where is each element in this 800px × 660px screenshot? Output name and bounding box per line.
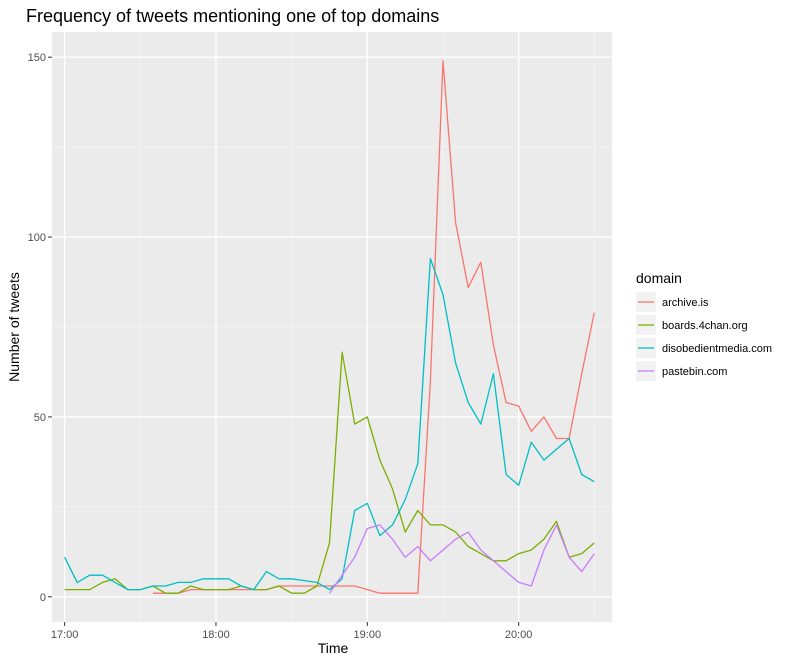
- legend-label: pastebin.com: [662, 366, 727, 378]
- legend-item: disobedientmedia.com: [636, 338, 772, 358]
- series-layer: [64, 60, 595, 594]
- legend-label: boards.4chan.org: [662, 320, 748, 332]
- x-tick-label: 20:00: [505, 629, 533, 641]
- grid-minor: [52, 32, 612, 622]
- x-axis-title: Time: [318, 640, 349, 656]
- series-line-3: [328, 524, 595, 594]
- x-tick-label: 19:00: [354, 629, 382, 641]
- legend-items: archive.is boards.4chan.org disobedientmed…: [636, 292, 772, 381]
- legend-item: archive.is: [636, 292, 709, 312]
- y-tick-label: 150: [28, 52, 46, 64]
- chart-title: Frequency of tweets mentioning one of to…: [26, 6, 439, 26]
- series-line-2: [64, 257, 595, 591]
- x-axis-ticks: 17:00 18:00 19:00 20:00: [51, 622, 533, 641]
- x-tick-label: 17:00: [51, 629, 79, 641]
- grid-major: [52, 32, 612, 622]
- legend-item: boards.4chan.org: [636, 315, 748, 335]
- y-tick-label: 0: [40, 592, 46, 604]
- x-tick-label: 18:00: [202, 629, 230, 641]
- legend-title: domain: [636, 270, 682, 286]
- legend-label: disobedientmedia.com: [662, 343, 772, 355]
- legend-label: archive.is: [662, 297, 709, 309]
- legend: domain archive.is boards.4chan.org disobed…: [636, 270, 772, 381]
- legend-item: pastebin.com: [636, 361, 727, 381]
- y-tick-label: 100: [28, 232, 46, 244]
- y-axis-title: Number of tweets: [6, 272, 22, 382]
- y-axis-ticks: 0 50 100 150: [28, 52, 52, 604]
- y-tick-label: 50: [34, 412, 46, 424]
